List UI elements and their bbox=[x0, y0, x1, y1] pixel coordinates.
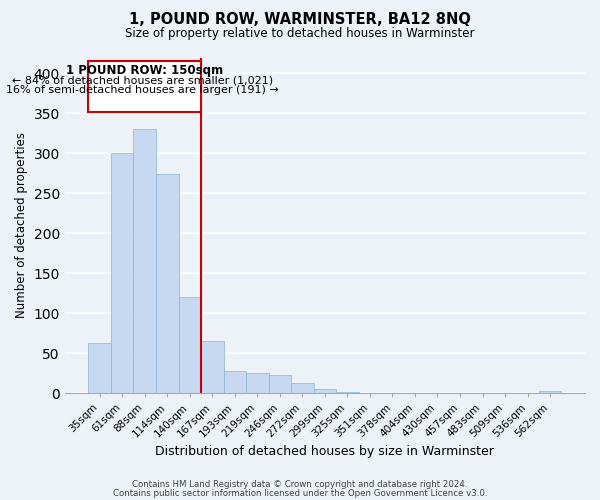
Bar bbox=[291, 382, 314, 393]
X-axis label: Distribution of detached houses by size in Warminster: Distribution of detached houses by size … bbox=[155, 444, 494, 458]
Y-axis label: Number of detached properties: Number of detached properties bbox=[15, 132, 28, 318]
Text: Size of property relative to detached houses in Warminster: Size of property relative to detached ho… bbox=[125, 28, 475, 40]
Text: Contains public sector information licensed under the Open Government Licence v3: Contains public sector information licen… bbox=[113, 488, 487, 498]
Bar bbox=[246, 373, 269, 393]
Bar bbox=[88, 60, 201, 112]
Text: 1 POUND ROW: 150sqm: 1 POUND ROW: 150sqm bbox=[66, 64, 223, 77]
Bar bbox=[314, 389, 336, 393]
Bar bbox=[88, 342, 111, 393]
Bar bbox=[156, 174, 179, 393]
Text: 16% of semi-detached houses are larger (191) →: 16% of semi-detached houses are larger (… bbox=[6, 84, 279, 94]
Text: ← 84% of detached houses are smaller (1,021): ← 84% of detached houses are smaller (1,… bbox=[12, 75, 273, 85]
Bar bbox=[201, 341, 224, 393]
Bar bbox=[111, 152, 133, 393]
Bar bbox=[224, 372, 246, 393]
Bar bbox=[336, 392, 359, 393]
Bar bbox=[179, 297, 201, 393]
Bar bbox=[133, 130, 156, 393]
Bar bbox=[539, 390, 562, 393]
Text: Contains HM Land Registry data © Crown copyright and database right 2024.: Contains HM Land Registry data © Crown c… bbox=[132, 480, 468, 489]
Bar bbox=[269, 374, 291, 393]
Text: 1, POUND ROW, WARMINSTER, BA12 8NQ: 1, POUND ROW, WARMINSTER, BA12 8NQ bbox=[129, 12, 471, 28]
